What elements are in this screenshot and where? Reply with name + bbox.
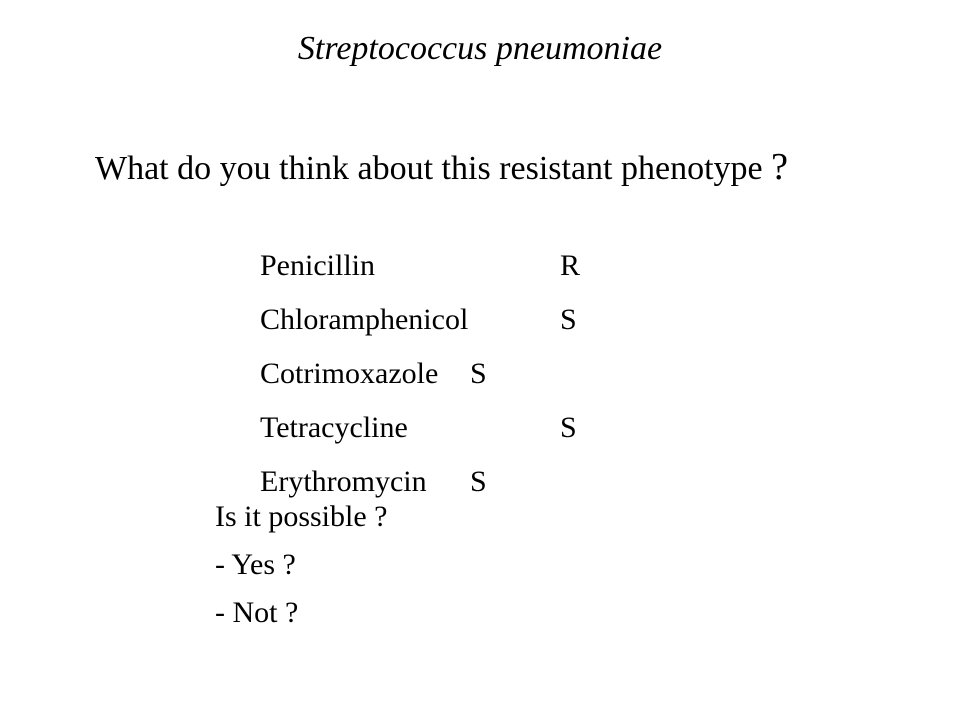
followup-block: Is it possible ? - Yes ? - Not ?	[215, 500, 388, 644]
slide: Streptococcus pneumoniae What do you thi…	[0, 0, 960, 720]
slide-title: Streptococcus pneumoniae	[0, 30, 960, 68]
drug-result: R	[560, 249, 580, 283]
drug-result: S	[560, 303, 577, 337]
antibiotic-table: PenicillinR ChloramphenicolS Cotrimoxazo…	[215, 215, 580, 485]
drug-name: Penicillin	[260, 249, 560, 283]
followup-option-no: - Not ?	[215, 596, 388, 630]
table-row: PenicillinR	[215, 215, 580, 269]
drug-name: Chloramphenicol	[260, 303, 560, 337]
drug-name: Cotrimoxazole	[260, 357, 470, 391]
followup-option-yes: - Yes ?	[215, 548, 388, 582]
question-text: What do you think about this resistant p…	[95, 145, 788, 189]
question-mark: ?	[771, 146, 788, 188]
drug-name: Erythromycin	[260, 465, 470, 499]
drug-name: Tetracycline	[260, 411, 560, 445]
followup-prompt: Is it possible ?	[215, 500, 388, 534]
drug-result: S	[470, 357, 487, 391]
question-main: What do you think about this resistant p…	[95, 150, 771, 187]
drug-result: S	[470, 465, 487, 499]
drug-result: S	[560, 411, 577, 445]
